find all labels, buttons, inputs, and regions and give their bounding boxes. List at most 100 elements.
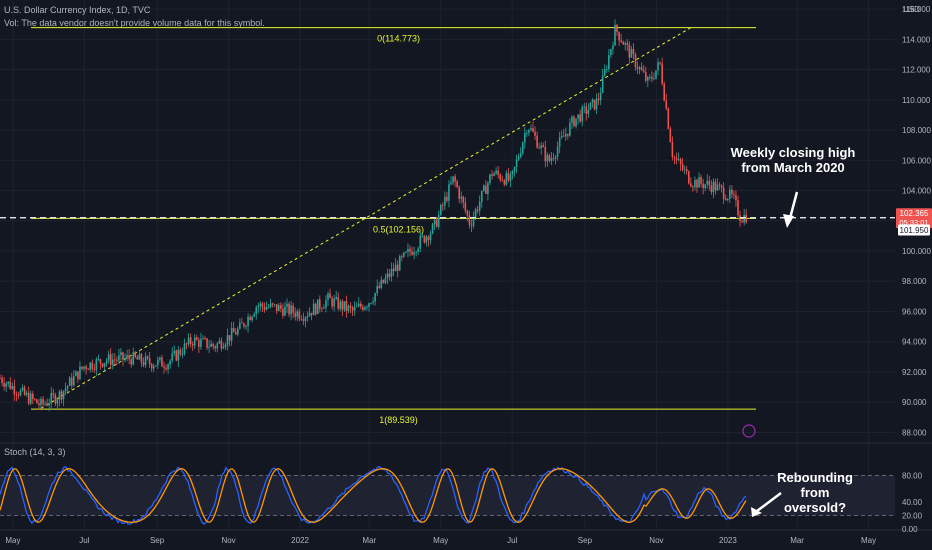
candle-body (495, 170, 497, 174)
candle-body (278, 305, 280, 311)
lightning-icon (742, 424, 756, 438)
candle-body (292, 305, 294, 313)
x-tick-label: May (433, 536, 448, 545)
y-tick-label: 116.000 (902, 5, 931, 14)
weekly-high-line2: from March 2020 (741, 160, 845, 175)
candle-body (380, 279, 383, 288)
candle-body (415, 252, 417, 253)
candle-body (530, 128, 532, 130)
candle-body (134, 352, 137, 357)
candle-body (640, 67, 643, 71)
candle-body (177, 349, 180, 361)
candle-body (353, 306, 356, 311)
candle-body (638, 67, 641, 69)
candle-body (663, 83, 665, 101)
candle-body (577, 114, 579, 119)
candle-body (312, 303, 315, 316)
candle-body (316, 299, 319, 315)
y-tick-label: 108.000 (902, 126, 931, 135)
candle-body (569, 122, 571, 136)
candle-body (552, 158, 555, 159)
candle-body (583, 106, 586, 108)
candle-body (524, 133, 526, 143)
candle-body (567, 133, 569, 136)
candle-body (688, 171, 690, 184)
candle-body (712, 181, 715, 193)
candle-body (485, 185, 487, 194)
y-tick-label: 106.000 (902, 156, 931, 165)
candle-body (288, 303, 290, 315)
candle-body (210, 343, 212, 347)
candle-body (601, 75, 604, 93)
candle-body (589, 102, 592, 110)
candle-body (720, 185, 723, 188)
candle-body (275, 304, 278, 311)
candle-body (5, 383, 7, 387)
candle-body (263, 306, 266, 310)
candle-body (419, 235, 422, 249)
candle-body (27, 392, 30, 404)
y-tick-label: 100.000 (902, 247, 931, 256)
y-tick-label: 90.000 (902, 398, 927, 407)
candle-body (243, 323, 245, 327)
candle-body (616, 24, 618, 32)
candle-body (335, 296, 337, 299)
candle-body (111, 359, 114, 365)
candle-body (632, 49, 635, 55)
candle-body (733, 194, 735, 196)
candle-body (99, 359, 102, 364)
candle-body (372, 301, 374, 303)
candle-body (491, 174, 493, 176)
candle-body (407, 248, 409, 252)
x-tick-label: Sep (150, 536, 165, 545)
candle-body (468, 215, 471, 225)
candle-body (417, 248, 419, 253)
candle-body (304, 317, 307, 321)
candle-body (241, 322, 243, 324)
candle-body (675, 157, 678, 160)
candle-body (642, 70, 645, 73)
candle-body (103, 363, 106, 367)
candle-body (183, 343, 186, 354)
x-tick-label: Nov (649, 536, 663, 545)
candle-body (323, 307, 325, 309)
candle-body (630, 49, 633, 58)
candle-body (714, 181, 717, 191)
candle-body (644, 72, 647, 81)
candle-body (667, 108, 670, 129)
candle-body (93, 369, 96, 370)
candle-body (458, 187, 460, 199)
candle-body (534, 131, 536, 136)
candle-body (91, 362, 94, 370)
candle-body (79, 366, 81, 380)
candle-body (116, 359, 118, 361)
candle-body (300, 318, 303, 320)
current-price-text: 102.365 (900, 209, 929, 218)
candle-body (452, 176, 454, 183)
candle-body (511, 170, 514, 175)
candle-body (25, 392, 28, 395)
candle-body (708, 180, 711, 186)
y-tick-label: 88.000 (902, 428, 927, 437)
candle-body (571, 116, 573, 123)
candle-body (474, 209, 477, 218)
candle-body (519, 153, 522, 157)
candle-body (690, 183, 692, 187)
candle-body (435, 219, 438, 227)
candle-body (232, 327, 235, 333)
y-tick-label: 110.000 (902, 96, 931, 105)
candle-body (75, 371, 77, 377)
x-tick-label: 2022 (291, 536, 309, 545)
candle-body (273, 304, 276, 306)
candle-body (62, 391, 65, 400)
candle-body (425, 236, 428, 243)
candle-body (745, 214, 747, 222)
candle-body (575, 118, 577, 127)
candle-body (85, 366, 87, 370)
candle-body (286, 303, 288, 307)
candle-body (722, 187, 725, 199)
candle-body (267, 307, 270, 308)
candle-body (314, 303, 317, 315)
